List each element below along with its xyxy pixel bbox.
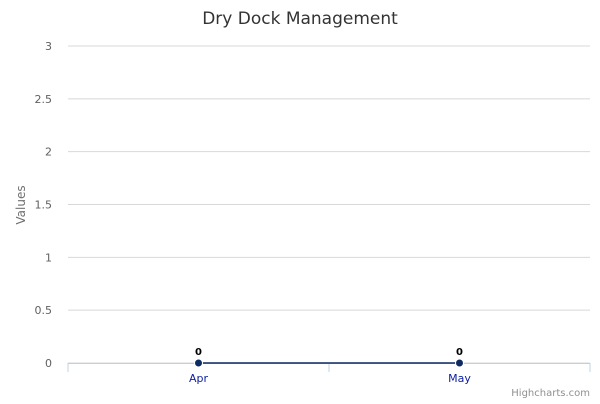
y-tick-label: 1.5 (35, 199, 53, 212)
data-point[interactable] (194, 358, 203, 368)
credits-link[interactable]: Highcharts.com (511, 388, 590, 399)
y-tick-label: 2 (45, 146, 52, 159)
y-tick-label: 0 (45, 357, 52, 370)
y-tick-label: 2.5 (35, 93, 53, 106)
y-tick-label: 1 (45, 251, 52, 264)
chart-title: Dry Dock Management (202, 9, 398, 29)
x-tick-label: Apr (189, 372, 209, 385)
gridlines (68, 45, 590, 364)
data-label: 0 (456, 347, 463, 358)
y-axis-title: Values (14, 185, 28, 224)
y-tick-label: 0.5 (35, 304, 53, 317)
data-point[interactable] (455, 358, 464, 368)
data-label: 0 (195, 347, 202, 358)
x-axis: Apr May (67, 363, 591, 385)
y-axis: 0 0.5 1 1.5 2 2.5 3 (35, 40, 53, 370)
y-tick-label: 3 (45, 40, 52, 53)
x-tick-label: May (448, 372, 471, 385)
